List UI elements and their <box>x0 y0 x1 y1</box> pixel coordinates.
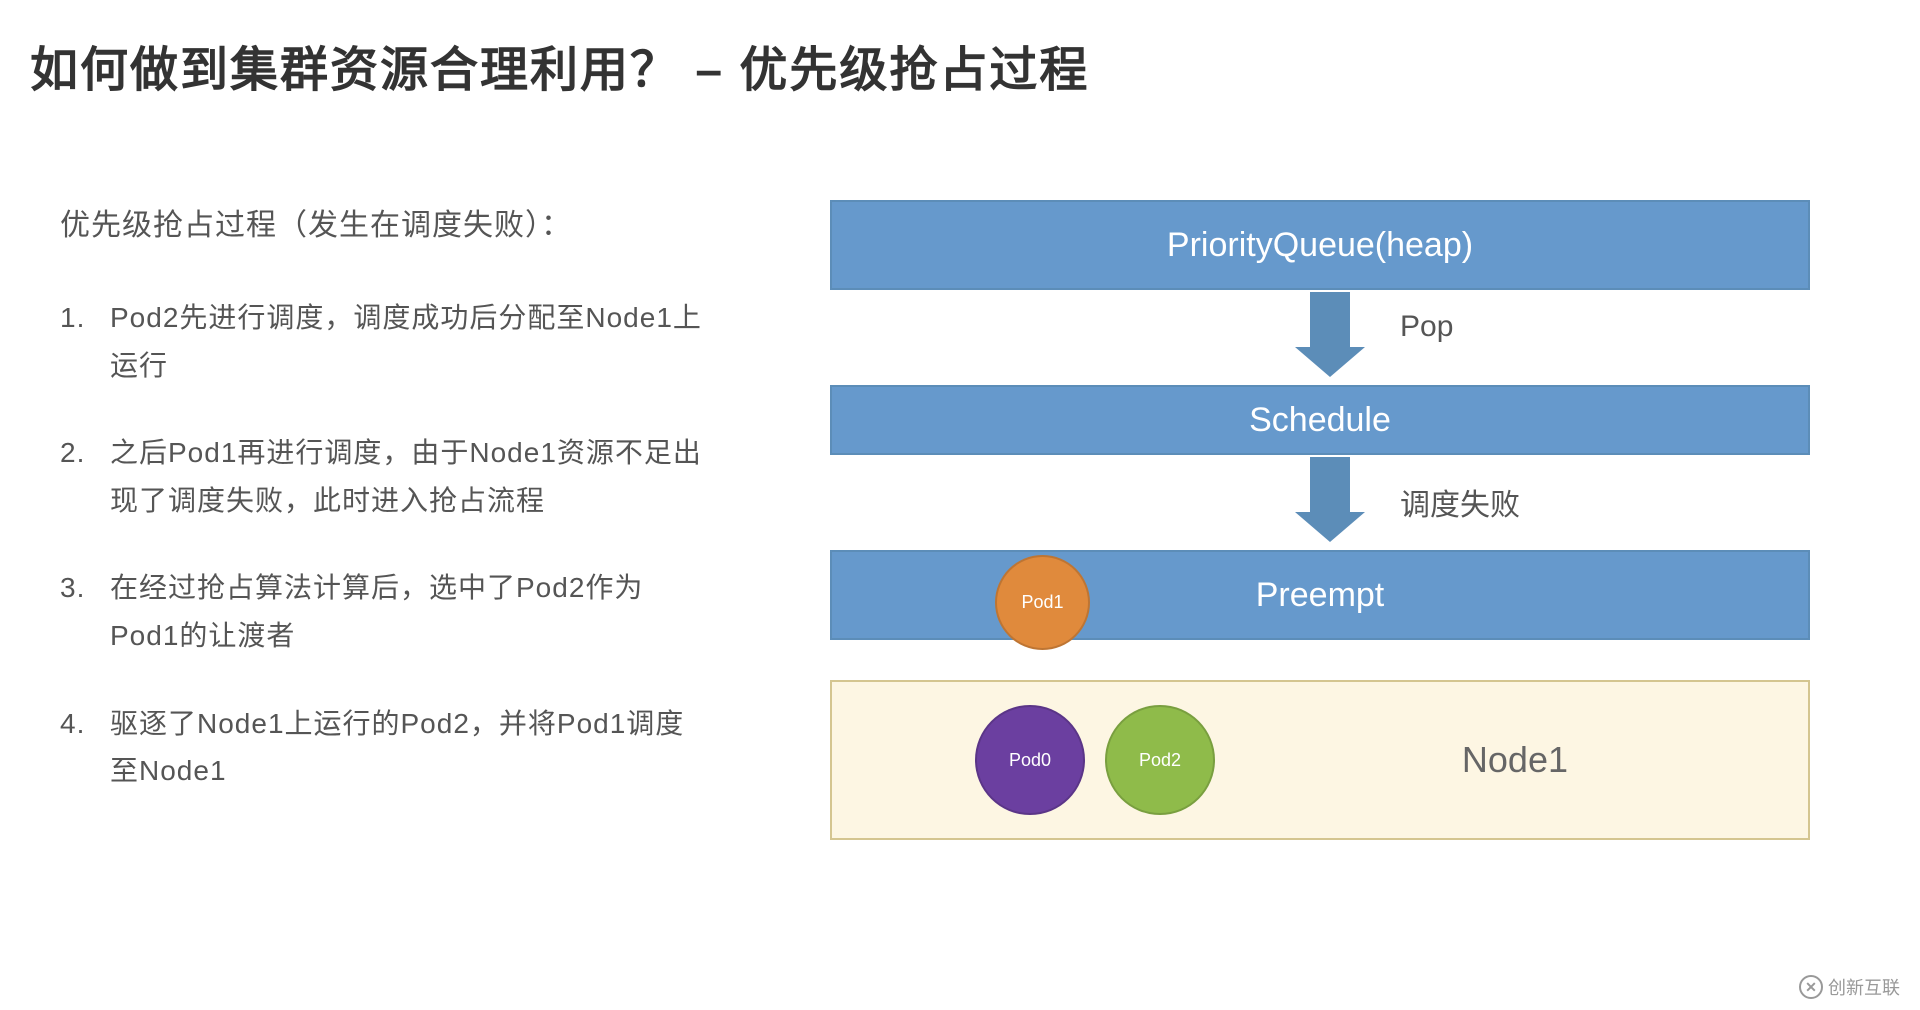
step-item: 之后Pod1再进行调度，由于Node1资源不足出现了调度失败，此时进入抢占流程 <box>60 429 710 524</box>
node1-label: Node1 <box>1462 739 1568 781</box>
preempt-box: Preempt <box>830 550 1810 640</box>
arrow-fail <box>1300 457 1360 542</box>
step-item: 驱逐了Node1上运行的Pod2，并将Pod1调度至Node1 <box>60 700 710 795</box>
watermark-text: 创新互联 <box>1828 974 1900 1000</box>
pod2-circle: Pod2 <box>1105 705 1215 815</box>
priority-queue-box: PriorityQueue(heap) <box>830 200 1810 290</box>
arrow-pop-label: Pop <box>1400 310 1453 344</box>
pod0-circle: Pod0 <box>975 705 1085 815</box>
arrow-pop <box>1300 292 1360 377</box>
step-list: Pod2先进行调度，调度成功后分配至Node1上运行 之后Pod1再进行调度，由… <box>60 294 710 795</box>
step-item: Pod2先进行调度，调度成功后分配至Node1上运行 <box>60 294 710 389</box>
slide-title: 如何做到集群资源合理利用？ – 优先级抢占过程 <box>30 30 1089 100</box>
schedule-box: Schedule <box>830 385 1810 455</box>
step-item: 在经过抢占算法计算后，选中了Pod2作为Pod1的让渡者 <box>60 564 710 659</box>
watermark-icon: ✕ <box>1799 975 1823 999</box>
pod1-circle: Pod1 <box>995 555 1090 650</box>
arrow-fail-label: 调度失败 <box>1400 480 1520 524</box>
text-panel: 优先级抢占过程（发生在调度失败）： Pod2先进行调度，调度成功后分配至Node… <box>60 200 710 835</box>
subtitle: 优先级抢占过程（发生在调度失败）： <box>60 200 710 244</box>
watermark: ✕ 创新互联 <box>1799 974 1900 1000</box>
